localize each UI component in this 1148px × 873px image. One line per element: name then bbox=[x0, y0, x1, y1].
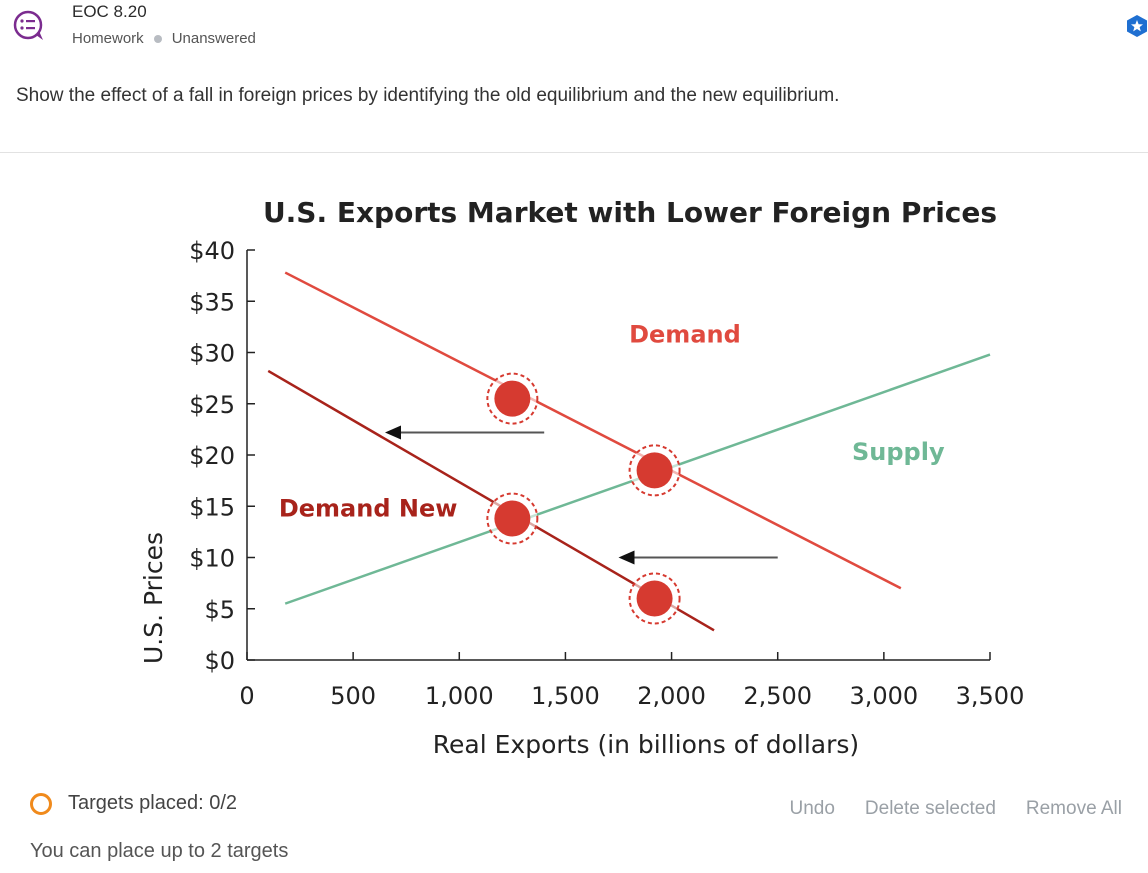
delete-selected-button[interactable]: Delete selected bbox=[864, 798, 996, 819]
targets-placed-text: Targets placed: 0/2 bbox=[68, 792, 237, 814]
y-tick-label: $20 bbox=[189, 442, 235, 470]
x-tick-label: 3,500 bbox=[956, 682, 1025, 710]
x-axis-label: Real Exports (in billions of dollars) bbox=[433, 730, 859, 759]
question-status: Unanswered bbox=[171, 30, 256, 47]
equilibrium-target[interactable] bbox=[628, 444, 681, 497]
targets-hint: You can place up to 2 targets bbox=[30, 840, 289, 862]
chart-area[interactable]: U.S. Exports Market with Lower Foreign P… bbox=[0, 155, 1148, 765]
y-tick-label: $10 bbox=[189, 545, 235, 573]
chart-series-labels: Demand Demand New Supply bbox=[279, 320, 945, 522]
divider bbox=[0, 152, 1148, 153]
y-tick-label: $40 bbox=[189, 237, 235, 265]
target-markers[interactable] bbox=[486, 372, 681, 625]
equilibrium-target[interactable] bbox=[486, 372, 539, 425]
x-tick-label: 0 bbox=[239, 682, 254, 710]
shift-arrow-head bbox=[384, 425, 401, 440]
meta-separator-dot bbox=[153, 34, 162, 43]
question-list-icon bbox=[13, 10, 43, 40]
chart-title: U.S. Exports Market with Lower Foreign P… bbox=[263, 196, 997, 229]
y-tick-label: $0 bbox=[204, 647, 235, 675]
y-tick-label: $25 bbox=[189, 391, 235, 419]
question-prompt: Show the effect of a fall in foreign pri… bbox=[16, 85, 840, 106]
x-tick-label: 1,500 bbox=[531, 682, 600, 710]
target-dot[interactable] bbox=[636, 580, 673, 617]
demand-label: Demand bbox=[629, 320, 741, 348]
target-dot[interactable] bbox=[636, 452, 673, 489]
targets-status: Targets placed: 0/2 bbox=[30, 792, 237, 815]
demand-new-label: Demand New bbox=[279, 495, 458, 523]
y-tick-label: $30 bbox=[189, 340, 235, 368]
demand-line bbox=[284, 271, 902, 590]
remove-all-button[interactable]: Remove All bbox=[1025, 798, 1122, 819]
supply-label: Supply bbox=[852, 438, 945, 466]
exports-market-chart[interactable]: U.S. Exports Market with Lower Foreign P… bbox=[0, 155, 1148, 765]
target-actions: Undo Delete selected Remove All bbox=[790, 798, 1123, 820]
undo-button[interactable]: Undo bbox=[789, 798, 835, 819]
status-ring-icon bbox=[30, 792, 52, 815]
x-tick-label: 2,000 bbox=[637, 682, 706, 710]
x-tick-label: 500 bbox=[330, 682, 376, 710]
question-meta: Homework Unanswered bbox=[72, 30, 256, 47]
question-title: EOC 8.20 bbox=[72, 2, 147, 21]
shift-arrows bbox=[384, 425, 778, 565]
equilibrium-target[interactable] bbox=[486, 492, 539, 545]
x-tick-label: 3,000 bbox=[849, 682, 918, 710]
star-badge-icon[interactable] bbox=[1126, 14, 1148, 38]
x-tick-label: 1,000 bbox=[425, 682, 494, 710]
shift-arrow-head bbox=[618, 550, 635, 565]
y-tick-label: $15 bbox=[189, 493, 235, 521]
question-type: Homework bbox=[72, 30, 144, 47]
y-axis-label: U.S. Prices bbox=[139, 532, 168, 664]
x-tick-label: 2,500 bbox=[743, 682, 812, 710]
y-tick-label: $5 bbox=[204, 596, 235, 624]
chart-axes: 0 500 1,000 1,500 2,000 2,500 3,000 3,500 $0 $5 $1… bbox=[189, 237, 1024, 710]
target-dot[interactable] bbox=[494, 500, 531, 537]
target-dot[interactable] bbox=[494, 380, 531, 417]
question-header: EOC 8.20 Homework Unanswered bbox=[0, 0, 1148, 60]
equilibrium-target[interactable] bbox=[628, 572, 681, 625]
y-tick-label: $35 bbox=[189, 288, 235, 316]
